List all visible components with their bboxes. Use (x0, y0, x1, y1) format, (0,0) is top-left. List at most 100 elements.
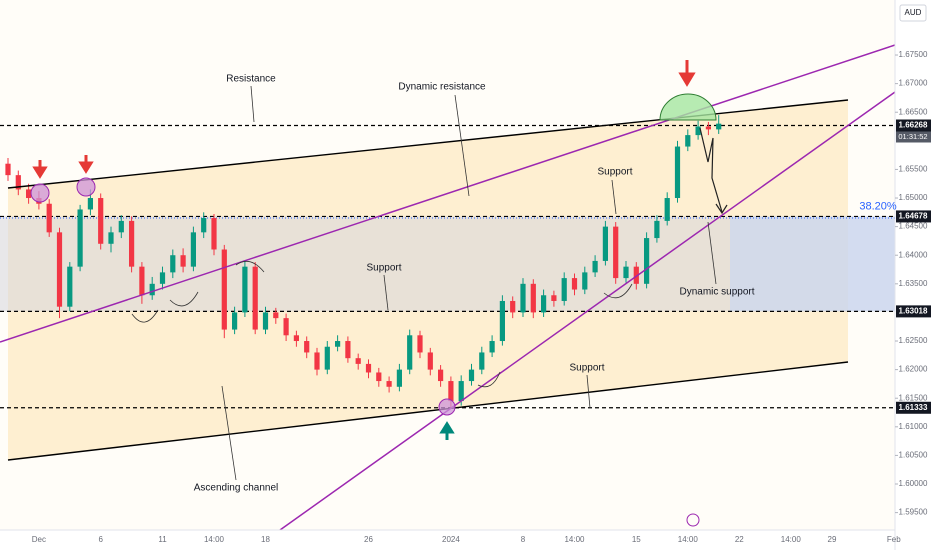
candle-body (139, 266, 145, 296)
candle-body (149, 283, 155, 296)
channel-lower (7, 361, 849, 461)
annotation-pointer (383, 274, 389, 311)
x-tick-label: 15 (632, 535, 641, 544)
candle-body (314, 352, 320, 370)
candle-body (468, 369, 475, 382)
support-arc (131, 309, 159, 323)
candle-body (510, 300, 516, 313)
x-tick-label: 14:00 (564, 535, 585, 544)
level-box (896, 401, 931, 414)
candle-body (479, 352, 485, 370)
candle-body (530, 283, 536, 313)
candle-body (427, 352, 433, 370)
candle-body (376, 372, 382, 382)
annotation-pointer (454, 94, 470, 197)
candle-body (571, 278, 578, 290)
x-tick-label: 2024 (442, 535, 460, 544)
candle-body (87, 198, 93, 210)
candle-body (602, 226, 608, 261)
annotation-pointer (250, 85, 255, 123)
countdown: 01:31:52 (898, 132, 927, 141)
candle-body (324, 346, 330, 370)
candle-body (438, 369, 444, 382)
price-axis-background (895, 0, 932, 550)
candle-body (561, 278, 567, 301)
candle-body (613, 226, 619, 279)
candle-body (592, 260, 598, 273)
candle-body (98, 198, 104, 244)
y-tick-label: 1.59500 (899, 508, 928, 517)
candle-body (355, 358, 361, 364)
y-tick-label: 1.64500 (899, 222, 928, 231)
candle-body (221, 249, 227, 330)
currency: AUD (905, 8, 922, 17)
candle-body (499, 300, 505, 342)
currency-box (899, 4, 927, 22)
x-tick-label: 14:00 (204, 535, 225, 544)
candle-body (108, 232, 114, 244)
annotation: Dynamic support (679, 287, 754, 298)
x-tick-label: Dec (32, 535, 46, 544)
candle-body (67, 266, 73, 307)
candle-body (489, 341, 495, 353)
support-arc (169, 291, 199, 307)
candle-body (304, 341, 310, 353)
annotation: Resistance (226, 74, 276, 85)
top-dome (659, 93, 717, 121)
x-tick-label: 11 (158, 535, 167, 544)
annotation-pointer (586, 374, 591, 409)
drawings-layer: Resistance Dynamic resistance Support Su… (0, 44, 896, 531)
y-tick-label: 1.60000 (899, 479, 928, 488)
candle-body (211, 218, 217, 250)
down-arrow (78, 155, 94, 174)
y-tick-label: 1.67500 (899, 50, 928, 59)
y-tick-label: 1.66500 (899, 107, 928, 116)
candle-body (180, 255, 186, 267)
y-tick-label: 1.63500 (899, 279, 928, 288)
y-tick-label: 1.67000 (899, 79, 928, 88)
candle-body (56, 232, 63, 307)
candle-body (170, 255, 176, 273)
y-tick-label: 1.62500 (899, 336, 928, 345)
candle-body (118, 220, 124, 233)
candle-body (232, 312, 238, 330)
level-label: 1.64678 (899, 212, 928, 221)
x-tick-label: Feb (887, 535, 901, 544)
candle-body (26, 189, 32, 199)
candle-body (705, 126, 711, 130)
up-arrow (439, 421, 455, 440)
candle-body (273, 312, 279, 319)
candle-body (582, 272, 588, 290)
x-tick-label: 18 (261, 535, 270, 544)
annotation: Support (597, 167, 632, 178)
candle-body (5, 163, 11, 176)
y-tick-label: 1.61500 (899, 393, 928, 402)
candle-body (551, 295, 557, 301)
candle-body (345, 341, 351, 359)
candle-body (252, 266, 258, 330)
y-tick-label: 1.61000 (899, 422, 928, 431)
candle-body (293, 335, 299, 342)
down-arrow (32, 160, 48, 179)
candle-body (644, 238, 650, 284)
annotation-pointer (611, 179, 617, 215)
x-tick-label: 8 (521, 535, 526, 544)
candle-body (365, 363, 372, 373)
level-box (896, 305, 931, 318)
y-tick-label: 1.64000 (899, 250, 928, 259)
x-tick-label: 14:00 (678, 535, 699, 544)
support-arc (477, 371, 501, 388)
candle-body (129, 220, 135, 267)
candle-body (458, 381, 464, 402)
annotation: Support (569, 363, 604, 374)
candle-body (262, 312, 269, 330)
candle-body (242, 266, 248, 313)
fib-zone (730, 216, 895, 312)
candle-body (541, 295, 547, 313)
level-label: 1.61333 (899, 403, 928, 412)
candle-body (417, 335, 423, 353)
level-box (896, 119, 931, 132)
annotation-pointer (707, 221, 717, 285)
